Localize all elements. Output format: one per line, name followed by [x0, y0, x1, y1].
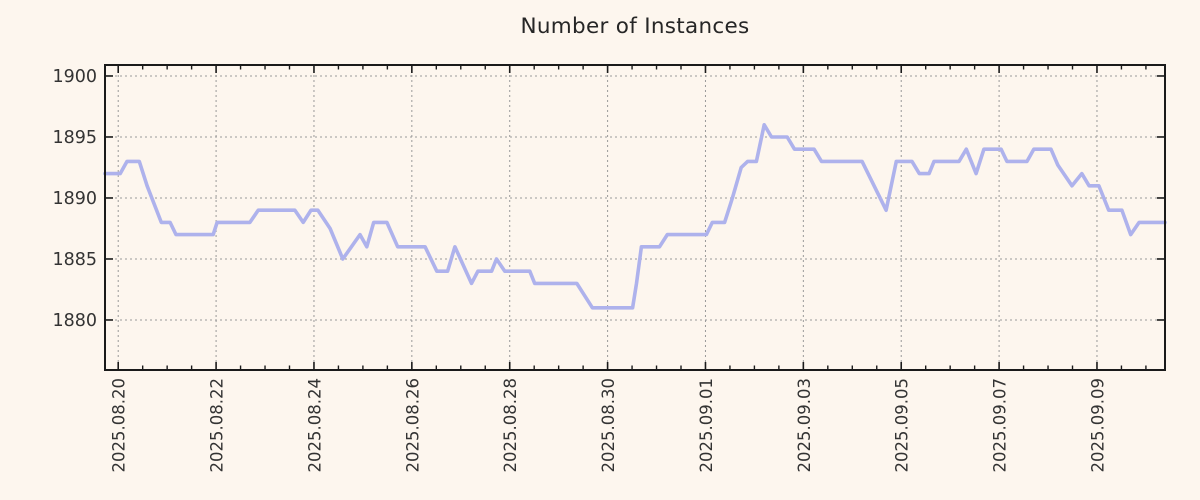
x-tick-label: 2025.09.05: [893, 378, 912, 472]
y-tick-label: 1890: [52, 189, 97, 209]
x-tick-label: 2025.09.09: [1088, 378, 1107, 472]
x-tick-label: 2025.08.26: [403, 378, 422, 472]
x-tick-label: 2025.08.30: [599, 378, 618, 472]
x-tick-label: 2025.08.24: [305, 378, 324, 472]
y-tick-label: 1900: [52, 67, 97, 87]
plot-border: [104, 64, 1166, 371]
x-tick-label: 2025.08.20: [110, 378, 129, 472]
x-tick-label: 2025.09.07: [991, 378, 1010, 472]
chart-title: Number of Instances: [520, 14, 750, 39]
x-tick-label: 2025.08.28: [501, 378, 520, 472]
x-tick-label: 2025.09.03: [795, 378, 814, 472]
y-tick-label: 1895: [52, 128, 97, 148]
x-tick-label: 2025.08.22: [208, 378, 227, 472]
y-tick-label: 1885: [52, 250, 97, 270]
series-line: [103, 123, 1167, 310]
x-tick-label: 2025.09.01: [697, 378, 716, 472]
y-tick-label: 1880: [52, 311, 97, 331]
